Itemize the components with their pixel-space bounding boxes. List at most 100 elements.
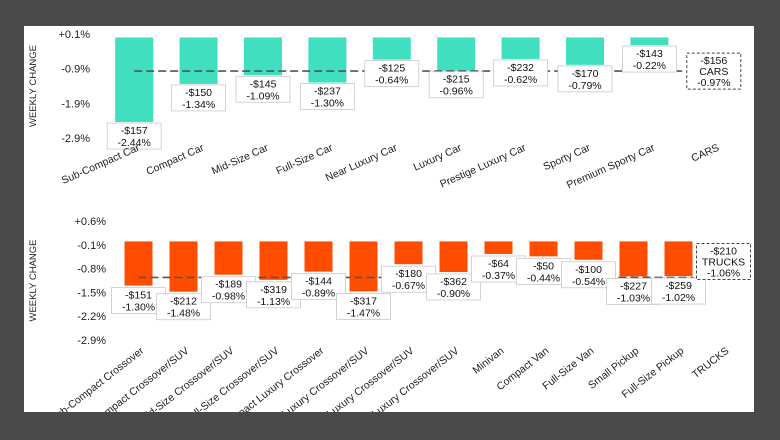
cars-data-label-pct: -0.79% [568, 80, 601, 92]
cars-category-label: Luxury Car [412, 142, 464, 174]
cars-bar [244, 37, 282, 76]
trucks-bar [484, 241, 513, 254]
trucks-bar [394, 241, 423, 265]
trucks-bar [124, 241, 153, 286]
trucks-data-label-box [651, 277, 706, 305]
trucks-y-tick: -0.8% [77, 264, 106, 276]
cars-y-tick: +0.1% [59, 29, 91, 41]
trucks-bar [574, 241, 603, 260]
trucks-data-label-pct: -1.02% [662, 292, 695, 304]
trucks-average-dollar: -$210 [710, 245, 737, 257]
cars-data-label-pct: -1.09% [246, 90, 279, 102]
trucks-data-label-dollar: -$319 [260, 284, 287, 296]
trucks-data-label-dollar: -$362 [440, 276, 467, 288]
trucks-data-label-pct: -0.67% [392, 280, 425, 292]
trucks-data-label-dollar: -$50 [533, 260, 554, 272]
cars-data-label-dollar: -$157 [121, 125, 148, 137]
cars-y-tick: -0.9% [61, 64, 90, 76]
trucks-bar [214, 241, 243, 275]
cars-data-label-pct: -1.30% [311, 98, 344, 110]
trucks-data-label-dollar: -$144 [305, 276, 332, 288]
trucks-category-label: TRUCKS [690, 345, 731, 381]
trucks-data-label-pct: -0.90% [437, 288, 470, 300]
trucks-y-tick: -1.5% [77, 287, 106, 299]
trucks-data-label-pct: -1.03% [617, 292, 650, 304]
trucks-bar [304, 241, 333, 272]
cars-data-label-pct: -0.62% [504, 74, 537, 86]
trucks-data-label-dollar: -$189 [215, 279, 242, 291]
trucks-average-label: TRUCKS [702, 256, 745, 268]
cars-bar [372, 37, 411, 60]
trucks-bar [664, 241, 693, 277]
trucks-bar [439, 241, 468, 272]
trucks-data-label-dollar: -$317 [350, 295, 377, 307]
trucks-data-label-pct: -1.48% [167, 308, 200, 320]
cars-data-label-box [235, 75, 291, 103]
cars-bar [179, 37, 218, 84]
cars-data-label-pct: -0.64% [375, 75, 408, 87]
cars-data-label-box [106, 122, 162, 150]
cars-data-label-box [557, 65, 613, 93]
cars-data-label-pct: -2.44% [118, 137, 151, 149]
trucks-y-tick: -0.1% [77, 240, 106, 252]
trucks-data-label-dollar: -$259 [665, 280, 692, 292]
cars-category-label: Mid-Size Car [210, 142, 271, 178]
cars-data-label-pct: -1.34% [182, 99, 215, 111]
trucks-chart: WEEKLY CHANGE +0.6% -0.1% -0.8% -1.5% -2.2% -2… [28, 216, 751, 412]
cars-bar [437, 37, 476, 71]
cars-bar [501, 37, 540, 59]
trucks-data-label-pct: -1.13% [257, 296, 290, 308]
trucks-y-tick: +0.6% [75, 216, 107, 228]
cars-category-label: Sub-Compact Car [60, 142, 142, 187]
trucks-y-axis-title: WEEKLY CHANGE [28, 239, 39, 321]
cars-data-label-box [493, 59, 549, 87]
cars-data-label-box [622, 45, 677, 73]
trucks-data-label-box [336, 292, 391, 320]
cars-data-label-dollar: -$125 [378, 63, 405, 75]
chart-panel: WEEKLY CHANGE +0.1% -0.9% -1.9% -2.9% -$157 -2… [24, 26, 754, 412]
trucks-category-label: Minivan [470, 345, 506, 377]
trucks-data-label-pct: -0.37% [482, 270, 515, 282]
trucks-data-label-dollar: -$227 [620, 280, 647, 292]
trucks-average-pct: -1.06% [707, 267, 740, 279]
trucks-bar [169, 241, 198, 292]
cars-category-label: Sporty Car [541, 142, 592, 174]
cars-data-label-box [171, 84, 227, 112]
trucks-data-label-dollar: -$64 [488, 258, 509, 270]
trucks-data-label-dollar: -$212 [170, 296, 197, 308]
trucks-data-label-pct: -1.30% [122, 302, 155, 314]
cars-category-label: Near Luxury Car [324, 142, 400, 184]
trucks-data-label-pct: -1.47% [347, 307, 380, 319]
trucks-data-label-pct: -0.44% [527, 272, 560, 284]
cars-average-label: CARS [699, 66, 728, 78]
cars-bar [566, 37, 604, 65]
cars-data-label-box [428, 71, 484, 99]
cars-bar [308, 37, 347, 83]
cars-data-label-dollar: -$170 [572, 68, 599, 80]
cars-data-label-dollar: -$237 [314, 86, 341, 98]
trucks-bar [529, 241, 558, 257]
trucks-category-label: Sub-Compact Crossover [48, 345, 146, 412]
trucks-data-label-dollar: -$100 [575, 264, 602, 276]
cars-data-label-dollar: -$215 [443, 74, 470, 86]
cars-data-label-dollar: -$232 [507, 62, 534, 74]
cars-bar [630, 37, 669, 46]
trucks-data-label-box [561, 261, 616, 289]
trucks-bar [619, 241, 648, 277]
cars-data-label-dollar: -$150 [185, 87, 212, 99]
cars-data-label-dollar: -$143 [636, 48, 663, 60]
cars-y-axis-title: WEEKLY CHANGE [28, 45, 39, 127]
trucks-data-label-pct: -0.54% [572, 276, 605, 288]
cars-chart: WEEKLY CHANGE +0.1% -0.9% -1.9% -2.9% -$157-2… [28, 29, 742, 191]
cars-category-label: CARS [689, 142, 721, 165]
cars-data-label-pct: -0.96% [440, 86, 473, 98]
cars-data-label-dollar: -$145 [250, 78, 277, 90]
cars-data-label-pct: -0.22% [633, 60, 666, 72]
cars-y-tick: -1.9% [61, 98, 90, 110]
cars-data-label-box [299, 83, 355, 110]
cars-average-pct: -0.97% [697, 77, 730, 89]
cars-bar [115, 37, 154, 123]
trucks-data-label-pct: -0.98% [212, 291, 245, 303]
trucks-average-box [696, 242, 751, 280]
trucks-data-label-dollar: -$180 [395, 268, 422, 280]
